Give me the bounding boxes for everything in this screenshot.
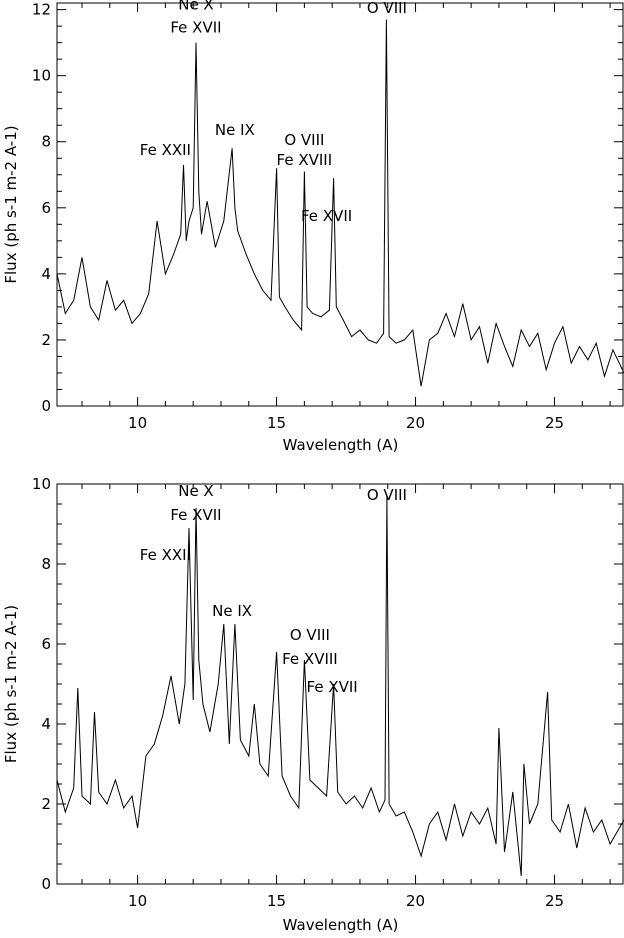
x-tick-label: 10 — [128, 414, 147, 432]
y-tick-label: 4 — [41, 265, 51, 283]
x-axis-title: Wavelength (A) — [283, 436, 399, 454]
y-tick-label: 8 — [41, 555, 51, 573]
chart-panel-2: 10 15 20 25 0 2 4 6 8 10 Wavelength (A) Flux (ph s-… — [2, 475, 624, 934]
y-tick-label: 0 — [41, 397, 51, 415]
y-tick-label: 6 — [41, 635, 51, 653]
line-annotation: O VIII — [284, 131, 324, 149]
line-annotation: O VIII — [367, 0, 407, 17]
line-annotation: Fe XXII — [140, 546, 191, 564]
spectrum-line-1 — [56, 495, 624, 877]
line-annotation: Fe XVII — [301, 207, 352, 225]
line-annotation: Fe XVIII — [282, 650, 338, 668]
y-tick-label: 12 — [32, 1, 51, 19]
x-tick-label: 20 — [406, 414, 425, 432]
line-annotation: Ne X — [178, 482, 214, 500]
y-tick-label: 6 — [41, 199, 51, 217]
x-axis-title: Wavelength (A) — [283, 916, 399, 934]
line-annotation: Fe XVII — [170, 19, 221, 37]
line-annotation: Fe XVIII — [277, 151, 333, 169]
y-tick-label: 10 — [32, 67, 51, 85]
x-tick-label: 25 — [545, 414, 564, 432]
line-annotation: Ne IX — [212, 602, 252, 620]
y-tick-label: 8 — [41, 133, 51, 151]
y-tick-label: 10 — [32, 475, 51, 493]
y-tick-label: 2 — [41, 331, 51, 349]
y-tick-label: 2 — [41, 795, 51, 813]
line-annotation: Fe XXII — [140, 141, 191, 159]
x-tick-label: 20 — [406, 892, 425, 910]
y-axis-title: Flux (ph s-1 m-2 A-1) — [2, 125, 20, 283]
y-axis-title: Flux (ph s-1 m-2 A-1) — [2, 605, 20, 763]
x-tick-label: 15 — [267, 892, 286, 910]
line-annotation: Fe XVII — [307, 678, 358, 696]
x-tick-label: 25 — [545, 892, 564, 910]
spectrum-line-1 — [56, 19, 624, 387]
line-annotation: Ne IX — [215, 121, 255, 139]
line-annotation: O VIII — [290, 626, 330, 644]
x-tick-label: 10 — [128, 892, 147, 910]
line-annotation: O VIII — [367, 486, 407, 504]
y-tick-label: 0 — [41, 875, 51, 893]
line-annotation: Ne X — [178, 0, 214, 14]
x-tick-label: 15 — [267, 414, 286, 432]
plot-frame — [56, 2, 624, 407]
chart-panel-1: 10 15 20 25 0 2 4 6 8 10 12 Wavelength (A) Flux (ph … — [2, 0, 624, 454]
line-annotation: Fe XVII — [170, 506, 221, 524]
y-tick-label: 4 — [41, 715, 51, 733]
